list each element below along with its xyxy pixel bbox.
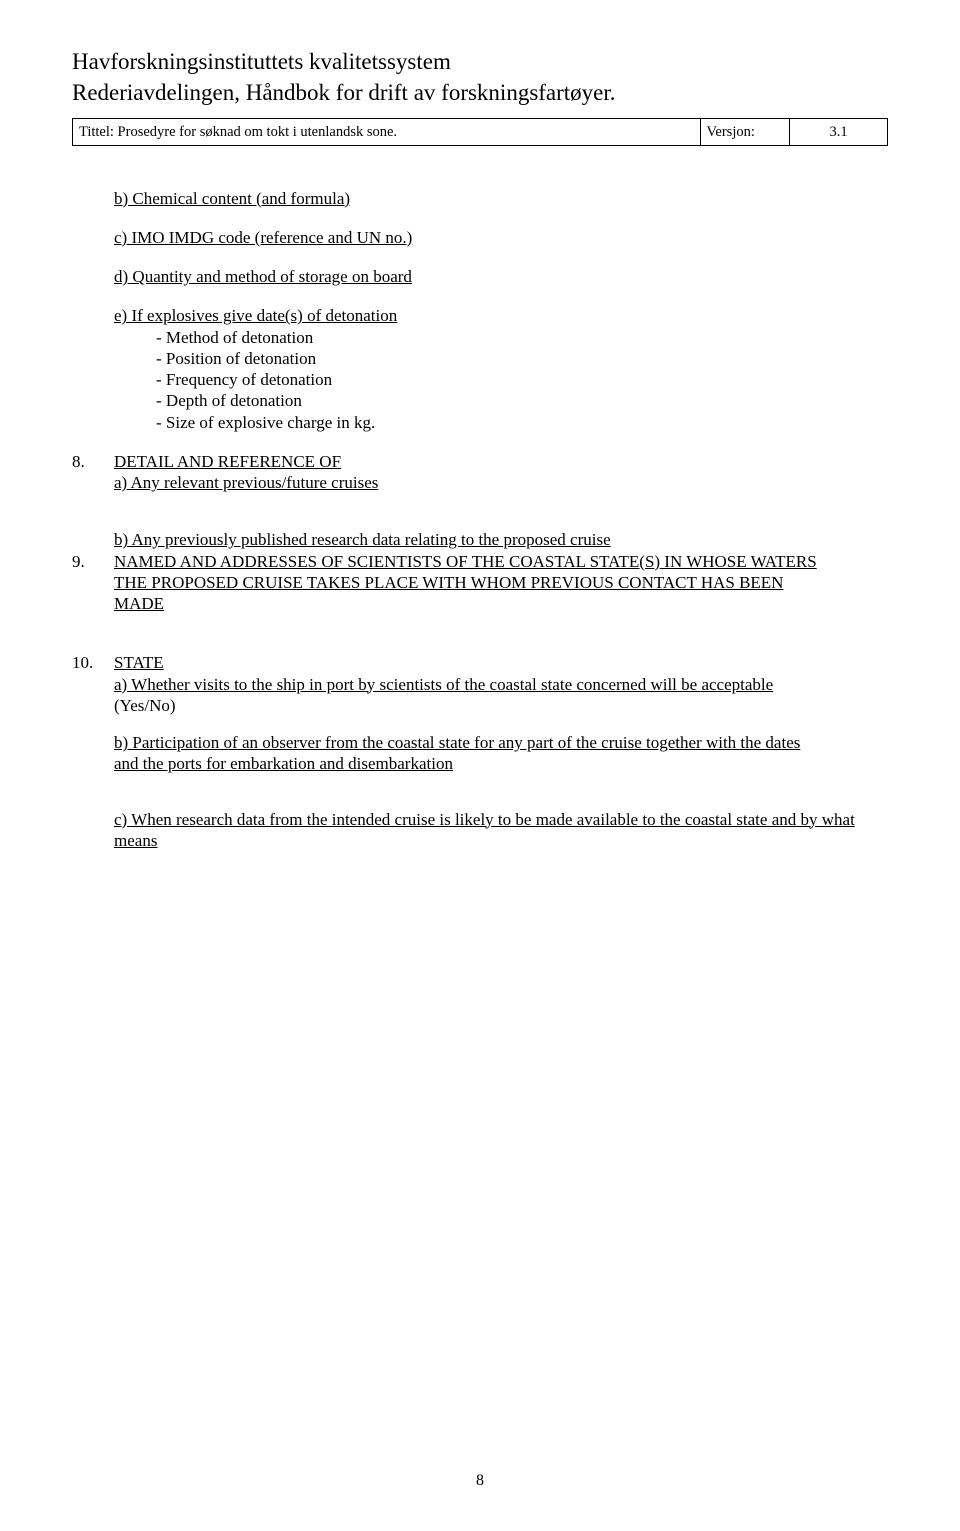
item10-c-l1: c) When research data from the intended … [114,810,855,829]
item8-b: b) Any previously published research dat… [114,530,611,549]
item10-a-yn: (Yes/No) [114,695,888,716]
item-b: b) Chemical content (and formula) [114,189,350,208]
item-e-title: e) If explosives give date(s) of detonat… [114,306,397,325]
meta-table: Tittel: Prosedyre for søknad om tokt i u… [72,118,888,146]
item10-c-l2: means [114,831,157,850]
item10-title: STATE [114,653,164,672]
meta-title: Tittel: Prosedyre for søknad om tokt i u… [73,118,701,145]
item-e-sub4: - Depth of detonation [156,390,888,411]
item-e-sub5: - Size of explosive charge in kg. [156,412,888,433]
item9-l1: NAMED AND ADDRESSES OF SCIENTISTS OF THE… [114,552,817,571]
item9-l2: THE PROPOSED CRUISE TAKES PLACE WITH WHO… [114,573,783,592]
item-e-sub1: - Method of detonation [156,327,888,348]
item-d: d) Quantity and method of storage on boa… [114,267,412,286]
item8-number: 8. [72,451,114,472]
item8-title: DETAIL AND REFERENCE OF [114,452,341,471]
item9-l3: MADE [114,594,164,613]
item8-a: a) Any relevant previous/future cruises [114,473,378,492]
item9-number: 9. [72,551,114,572]
item-e-sub2: - Position of detonation [156,348,888,369]
page-number: 8 [72,1471,888,1491]
item10-number: 10. [72,652,114,673]
item-e-sub3: - Frequency of detonation [156,369,888,390]
item10-a: a) Whether visits to the ship in port by… [114,675,773,694]
meta-version-value: 3.1 [790,118,888,145]
doc-header-line1: Havforskningsinstituttets kvalitetssyste… [72,48,888,77]
item10-b-l2: and the ports for embarkation and disemb… [114,754,453,773]
item-c: c) IMO IMDG code (reference and UN no.) [114,228,412,247]
meta-version-label: Versjon: [700,118,790,145]
item10-b-l1: b) Participation of an observer from the… [114,733,800,752]
doc-header-line2: Rederiavdelingen, Håndbok for drift av f… [72,79,888,108]
